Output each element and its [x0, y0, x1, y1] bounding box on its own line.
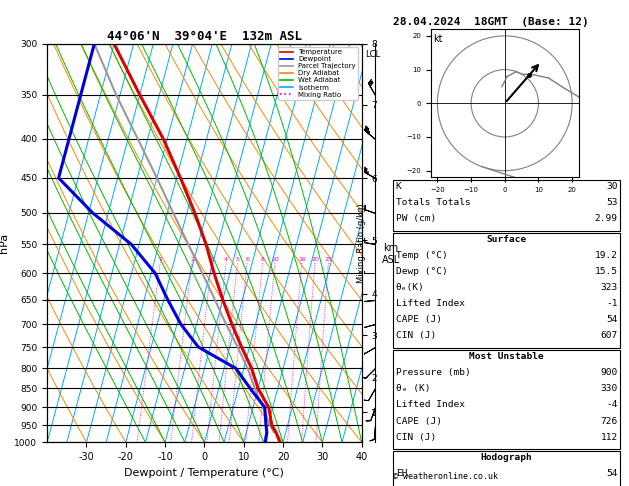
Text: 5: 5: [236, 257, 240, 262]
Text: 16: 16: [298, 257, 306, 262]
Text: 53: 53: [606, 198, 618, 208]
Text: 54: 54: [606, 469, 618, 479]
Text: EH: EH: [396, 469, 407, 479]
Text: Temp (°C): Temp (°C): [396, 251, 447, 260]
Text: CIN (J): CIN (J): [396, 331, 436, 341]
Text: K: K: [396, 182, 401, 191]
Y-axis label: km
ASL: km ASL: [382, 243, 400, 264]
Text: 726: 726: [601, 417, 618, 426]
Text: 4: 4: [224, 257, 228, 262]
Text: Totals Totals: Totals Totals: [396, 198, 470, 208]
Text: 30: 30: [606, 182, 618, 191]
Text: LCL: LCL: [365, 50, 380, 59]
Text: 112: 112: [601, 433, 618, 442]
Text: 25: 25: [325, 257, 332, 262]
Text: 330: 330: [601, 384, 618, 394]
Text: 900: 900: [601, 368, 618, 378]
Text: Mixing Ratio (g/kg): Mixing Ratio (g/kg): [357, 203, 366, 283]
Text: Surface: Surface: [486, 235, 526, 244]
Text: θₑ (K): θₑ (K): [396, 384, 430, 394]
Text: 3: 3: [209, 257, 214, 262]
Text: 2.99: 2.99: [594, 214, 618, 224]
Text: Dewp (°C): Dewp (°C): [396, 267, 447, 277]
Text: 15.5: 15.5: [594, 267, 618, 277]
X-axis label: Dewpoint / Temperature (°C): Dewpoint / Temperature (°C): [125, 468, 284, 478]
Text: Pressure (mb): Pressure (mb): [396, 368, 470, 378]
Text: 323: 323: [601, 283, 618, 293]
Text: 6: 6: [245, 257, 249, 262]
Text: Lifted Index: Lifted Index: [396, 299, 465, 309]
Legend: Temperature, Dewpoint, Parcel Trajectory, Dry Adiabat, Wet Adiabat, Isotherm, Mi: Temperature, Dewpoint, Parcel Trajectory…: [279, 47, 358, 100]
Text: 8: 8: [261, 257, 265, 262]
Text: 607: 607: [601, 331, 618, 341]
Text: © weatheronline.co.uk: © weatheronline.co.uk: [393, 472, 498, 481]
Text: -4: -4: [606, 400, 618, 410]
Text: 20: 20: [311, 257, 319, 262]
Text: 2: 2: [190, 257, 194, 262]
Text: 10: 10: [271, 257, 279, 262]
Text: CAPE (J): CAPE (J): [396, 417, 442, 426]
Title: 44°06'N  39°04'E  132m ASL: 44°06'N 39°04'E 132m ASL: [107, 30, 302, 43]
Text: 1: 1: [159, 257, 162, 262]
Text: -1: -1: [606, 299, 618, 309]
Text: θₑ(K): θₑ(K): [396, 283, 425, 293]
Text: 28.04.2024  18GMT  (Base: 12): 28.04.2024 18GMT (Base: 12): [393, 17, 589, 27]
Text: CAPE (J): CAPE (J): [396, 315, 442, 325]
Text: CIN (J): CIN (J): [396, 433, 436, 442]
Text: kt: kt: [433, 34, 443, 44]
Text: PW (cm): PW (cm): [396, 214, 436, 224]
Text: Most Unstable: Most Unstable: [469, 352, 543, 362]
Y-axis label: hPa: hPa: [0, 233, 9, 253]
Text: Lifted Index: Lifted Index: [396, 400, 465, 410]
Text: Hodograph: Hodograph: [481, 453, 532, 463]
Text: 54: 54: [606, 315, 618, 325]
Text: 19.2: 19.2: [594, 251, 618, 260]
